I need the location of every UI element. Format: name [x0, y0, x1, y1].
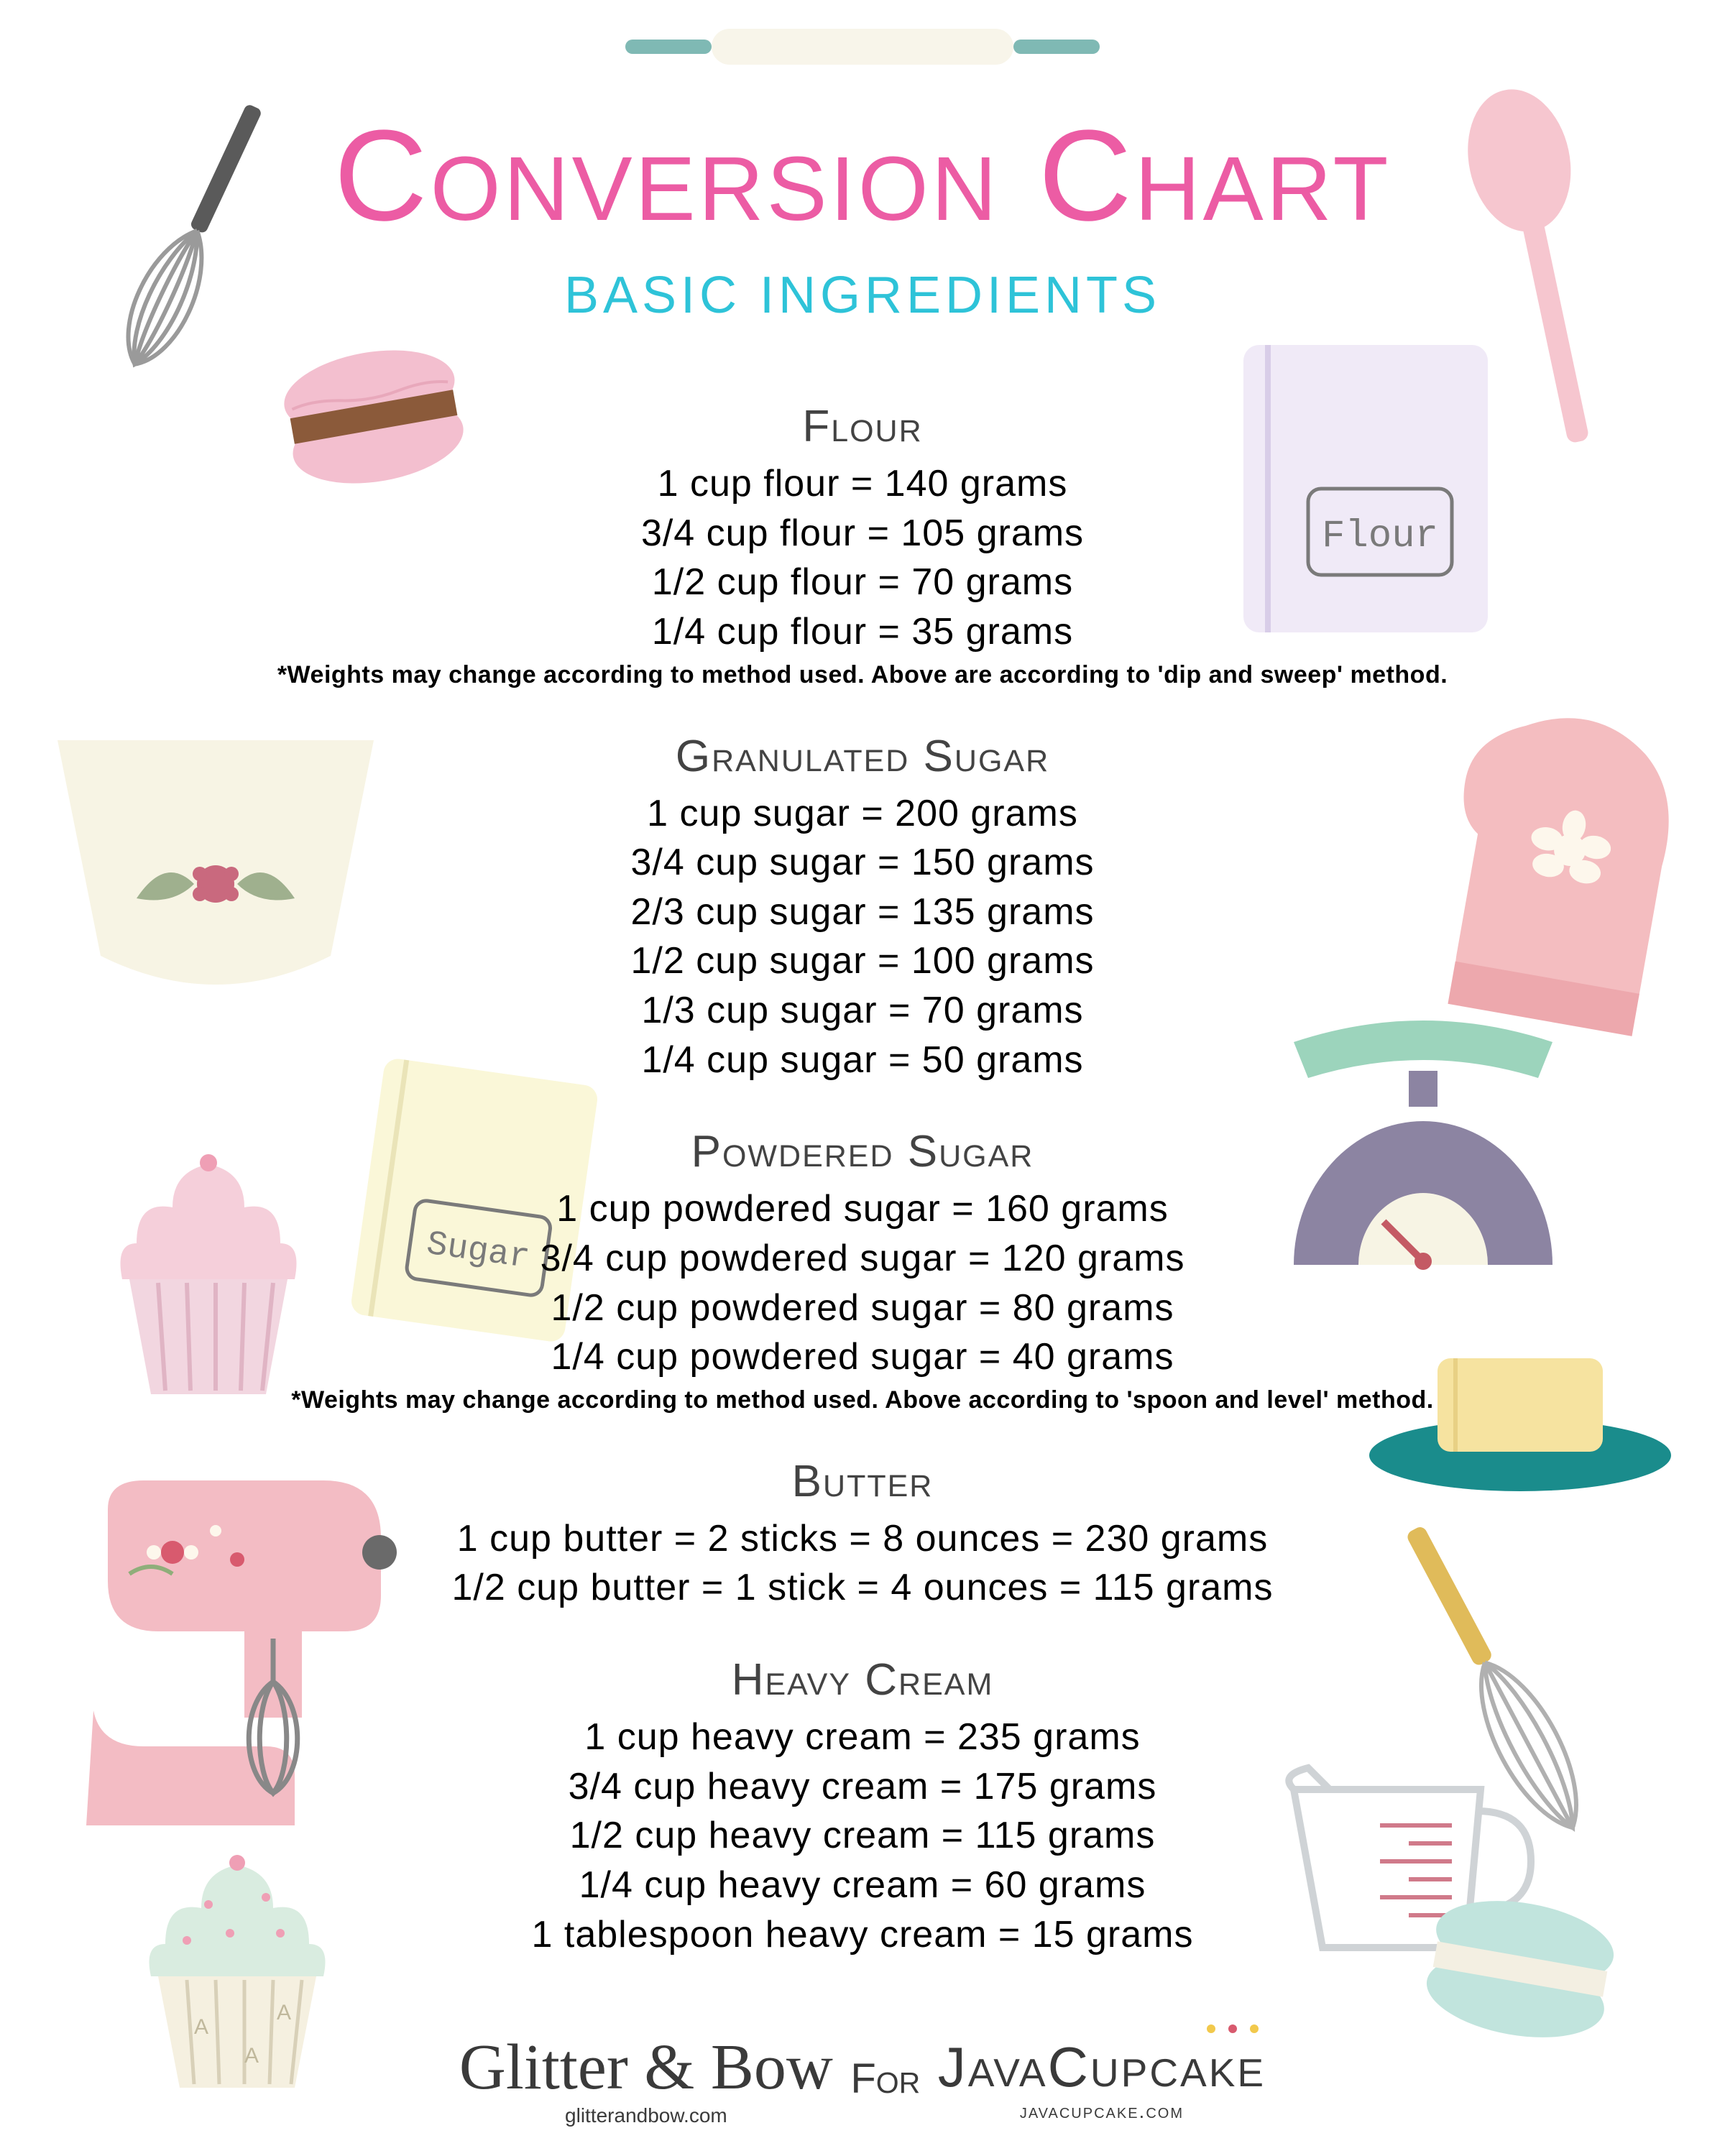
footer-brand2: JavaCupcake javacupcake.com — [938, 2035, 1266, 2123]
conversion-line: 1/4 cup powdered sugar = 40 grams — [0, 1332, 1725, 1382]
conversion-line: 1 cup powdered sugar = 160 grams — [0, 1184, 1725, 1234]
conversion-line: 1/2 cup heavy cream = 115 grams — [0, 1811, 1725, 1861]
section-title: Powdered Sugar — [0, 1126, 1725, 1177]
footer-for: For — [850, 2055, 920, 2103]
conversion-line: 1 cup heavy cream = 235 grams — [0, 1713, 1725, 1762]
conversion-line: 1/2 cup butter = 1 stick = 4 ounces = 11… — [0, 1563, 1725, 1613]
ingredient-section: Butter 1 cup butter = 2 sticks = 8 ounces… — [0, 1456, 1725, 1613]
conversion-line: 1/4 cup flour = 35 grams — [0, 607, 1725, 657]
conversion-line: 3/4 cup powdered sugar = 120 grams — [0, 1234, 1725, 1284]
ingredient-section: Flour 1 cup flour = 140 grams3/4 cup flou… — [0, 401, 1725, 689]
page-title: Conversion Chart — [0, 111, 1725, 241]
conversion-line: 1 cup flour = 140 grams — [0, 459, 1725, 509]
section-title: Butter — [0, 1456, 1725, 1507]
conversion-line: 1/3 cup sugar = 70 grams — [0, 986, 1725, 1036]
section-note: *Weights may change according to method … — [0, 1386, 1725, 1414]
footer-brand2-url: javacupcake.com — [938, 2100, 1266, 2123]
conversion-line: 1/4 cup heavy cream = 60 grams — [0, 1861, 1725, 1910]
section-title: Granulated Sugar — [0, 731, 1725, 782]
conversion-line: 3/4 cup heavy cream = 175 grams — [0, 1762, 1725, 1812]
conversion-line: 1/2 cup sugar = 100 grams — [0, 936, 1725, 986]
section-title: Flour — [0, 401, 1725, 452]
page-subtitle: BASIC INGREDIENTS — [0, 266, 1725, 325]
conversion-line: 1 cup sugar = 200 grams — [0, 789, 1725, 839]
ingredient-section: Powdered Sugar 1 cup powdered sugar = 160… — [0, 1126, 1725, 1414]
footer-brand1-url: glitterandbow.com — [459, 2104, 833, 2127]
conversion-line: 1/2 cup powdered sugar = 80 grams — [0, 1284, 1725, 1333]
page: Flour — [0, 0, 1725, 2156]
conversion-line: 1/4 cup sugar = 50 grams — [0, 1036, 1725, 1085]
svg-text:A: A — [277, 2001, 291, 2024]
section-title: Heavy Cream — [0, 1654, 1725, 1705]
footer-brand1: Glitter & Bow glitterandbow.com — [459, 2030, 833, 2127]
conversion-line: 3/4 cup flour = 105 grams — [0, 509, 1725, 558]
section-note: *Weights may change according to method … — [0, 661, 1725, 689]
footer: Glitter & Bow glitterandbow.com For Java… — [0, 2030, 1725, 2127]
conversion-line: 3/4 cup sugar = 150 grams — [0, 838, 1725, 888]
conversion-line: 1 cup butter = 2 sticks = 8 ounces = 230… — [0, 1514, 1725, 1564]
ingredient-section: Heavy Cream 1 cup heavy cream = 235 grams… — [0, 1654, 1725, 1959]
ingredient-section: Granulated Sugar 1 cup sugar = 200 grams3… — [0, 731, 1725, 1085]
conversion-line: 1 tablespoon heavy cream = 15 grams — [0, 1910, 1725, 1960]
conversion-line: 1/2 cup flour = 70 grams — [0, 558, 1725, 607]
rolling-pin-icon — [618, 14, 1107, 79]
sections-container: Flour 1 cup flour = 140 grams3/4 cup flou… — [0, 359, 1725, 1959]
conversion-line: 2/3 cup sugar = 135 grams — [0, 888, 1725, 937]
